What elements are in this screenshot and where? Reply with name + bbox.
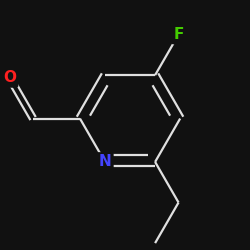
Text: O: O <box>3 70 16 86</box>
Text: N: N <box>99 154 112 170</box>
Text: F: F <box>173 27 184 42</box>
